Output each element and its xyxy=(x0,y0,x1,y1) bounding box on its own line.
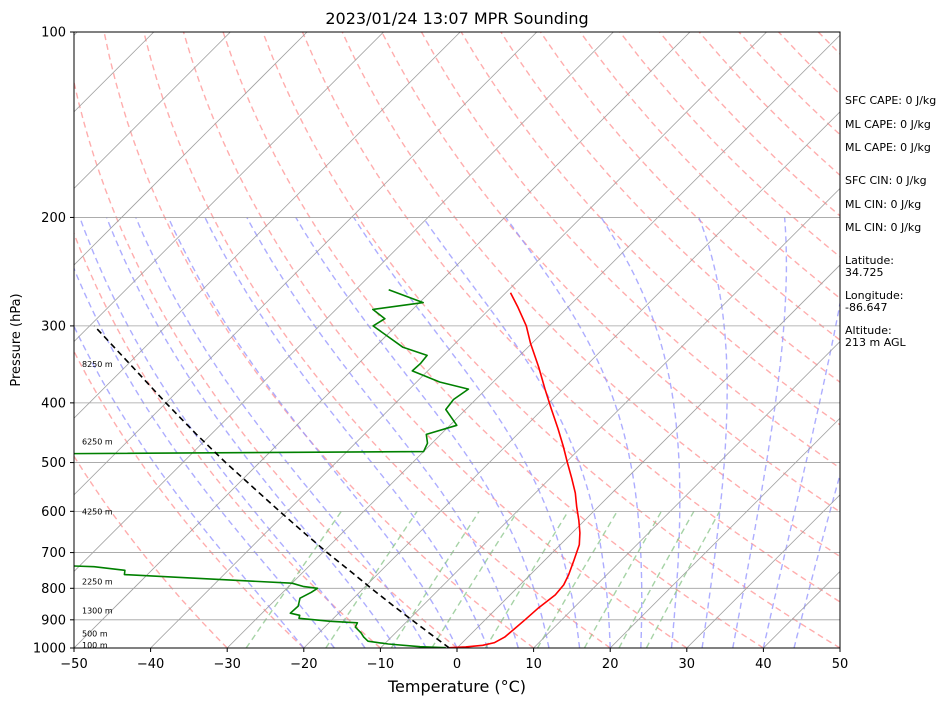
x-tick-label: −30 xyxy=(213,657,240,672)
y-tick-label: 500 xyxy=(41,456,66,471)
y-tick-label: 1000 xyxy=(33,642,66,657)
plot-area: 100 m 500 m 1300 m 2250 m 4250 m 6250 m 8250 m xyxy=(74,32,840,650)
height-label: 100 m xyxy=(82,641,108,650)
isotherm-line xyxy=(74,32,538,496)
x-tick-label: 40 xyxy=(755,657,772,672)
isotherm-line xyxy=(74,32,308,266)
ml-cape-text: ML CAPE: 0 J/kg xyxy=(845,118,931,131)
altitude-value: 213 m AGL xyxy=(845,336,907,349)
moist-adiabat-line xyxy=(698,217,728,648)
latitude-label: Latitude: xyxy=(845,254,894,267)
dry-adiabats xyxy=(74,32,840,648)
dry-adiabat-line xyxy=(143,32,611,648)
moist-adiabat-line xyxy=(204,217,489,648)
y-tick-label: 400 xyxy=(41,396,66,411)
altitude-label: Altitude: xyxy=(845,324,892,337)
isotherm-line xyxy=(226,34,840,648)
x-tick-label: 30 xyxy=(679,657,696,672)
height-label: 4250 m xyxy=(82,507,113,516)
y-tick-label: 700 xyxy=(41,546,66,561)
ml-cin-text: ML CIN: 0 J/kg xyxy=(845,198,921,211)
sounding-series xyxy=(74,288,581,648)
x-axis-ticks: −50 −40 −30 −20 −10 0 10 20 30 40 50 xyxy=(60,648,848,672)
dry-adiabat-line xyxy=(103,32,535,648)
height-label: 8250 m xyxy=(82,360,113,369)
y-tick-label: 900 xyxy=(41,613,66,628)
dry-adiabat-line xyxy=(74,349,305,648)
x-axis-label: Temperature (°C) xyxy=(387,677,526,696)
height-label: 6250 m xyxy=(82,437,113,446)
height-label: 1300 m xyxy=(82,607,113,616)
height-label: 2250 m xyxy=(82,578,113,587)
moist-adiabat-line xyxy=(505,216,643,648)
dry-adiabat-line xyxy=(182,32,688,648)
dewpoint-line xyxy=(74,288,470,648)
isotherm-line xyxy=(74,32,384,343)
sfc-cape-text: SFC CAPE: 0 J/kg xyxy=(845,94,936,107)
mixing-ratio-line xyxy=(583,510,663,648)
sfc-cin-text: SFC CIN: 0 J/kg xyxy=(845,174,927,187)
parcel-line xyxy=(93,325,450,648)
isotherms xyxy=(74,32,840,648)
y-axis-ticks: 1000 900 800 700 600 500 400 300 200 100 xyxy=(33,26,74,657)
isotherm-line xyxy=(380,187,840,648)
moist-adiabat-line xyxy=(422,216,611,648)
isobars xyxy=(74,217,840,621)
isotherm-line xyxy=(74,32,691,648)
y-tick-label: 200 xyxy=(41,211,66,226)
longitude-label: Longitude: xyxy=(845,289,903,302)
moist-adiabat-line xyxy=(600,217,681,648)
y-axis-label: Pressure (hPa) xyxy=(9,293,24,386)
ml-cin-text-2: ML CIN: 0 J/kg xyxy=(845,221,921,234)
y-tick-label: 300 xyxy=(41,319,66,334)
height-label: 500 m xyxy=(82,630,108,639)
isotherm-line xyxy=(533,341,840,648)
isotherm-line xyxy=(74,32,461,419)
temperature-line xyxy=(449,292,581,648)
longitude-value: -86.647 xyxy=(845,301,887,314)
mixing-ratio-line xyxy=(484,510,569,648)
ml-cape-text-2: ML CAPE: 0 J/kg xyxy=(845,141,931,154)
y-tick-label: 800 xyxy=(41,582,66,597)
isotherm-line xyxy=(303,111,840,648)
x-tick-label: 10 xyxy=(525,657,542,672)
x-tick-label: 20 xyxy=(602,657,619,672)
x-tick-label: 50 xyxy=(832,657,849,672)
sounding-info-panel: SFC CAPE: 0 J/kg ML CAPE: 0 J/kg ML CAPE… xyxy=(845,94,936,349)
chart-title: 2023/01/24 13:07 MPR Sounding xyxy=(325,9,588,28)
x-tick-label: −10 xyxy=(367,657,394,672)
x-tick-label: −50 xyxy=(60,657,87,672)
latitude-value: 34.725 xyxy=(845,266,884,279)
x-tick-label: 0 xyxy=(453,657,461,672)
isotherm-line xyxy=(686,494,840,648)
isotherm-line xyxy=(74,32,614,572)
isotherm-line xyxy=(150,32,767,648)
isotherm-line xyxy=(74,32,231,189)
isotherm-line xyxy=(609,417,840,648)
dry-adiabat-line xyxy=(579,32,840,300)
x-tick-label: −20 xyxy=(290,657,317,672)
dry-adiabat-line xyxy=(262,32,840,648)
moist-adiabat-line xyxy=(74,324,305,648)
y-tick-label: 600 xyxy=(41,505,66,520)
mixing-ratio-line xyxy=(645,510,721,648)
isotherm-line xyxy=(456,264,840,648)
y-tick-label: 100 xyxy=(41,26,66,41)
mixing-ratio-line xyxy=(536,510,618,648)
height-labels: 100 m 500 m 1300 m 2250 m 4250 m 6250 m 8250 m xyxy=(82,360,113,650)
dry-adiabat-line xyxy=(74,79,458,648)
x-tick-label: −40 xyxy=(137,657,164,672)
moist-adiabat-line xyxy=(135,217,427,648)
